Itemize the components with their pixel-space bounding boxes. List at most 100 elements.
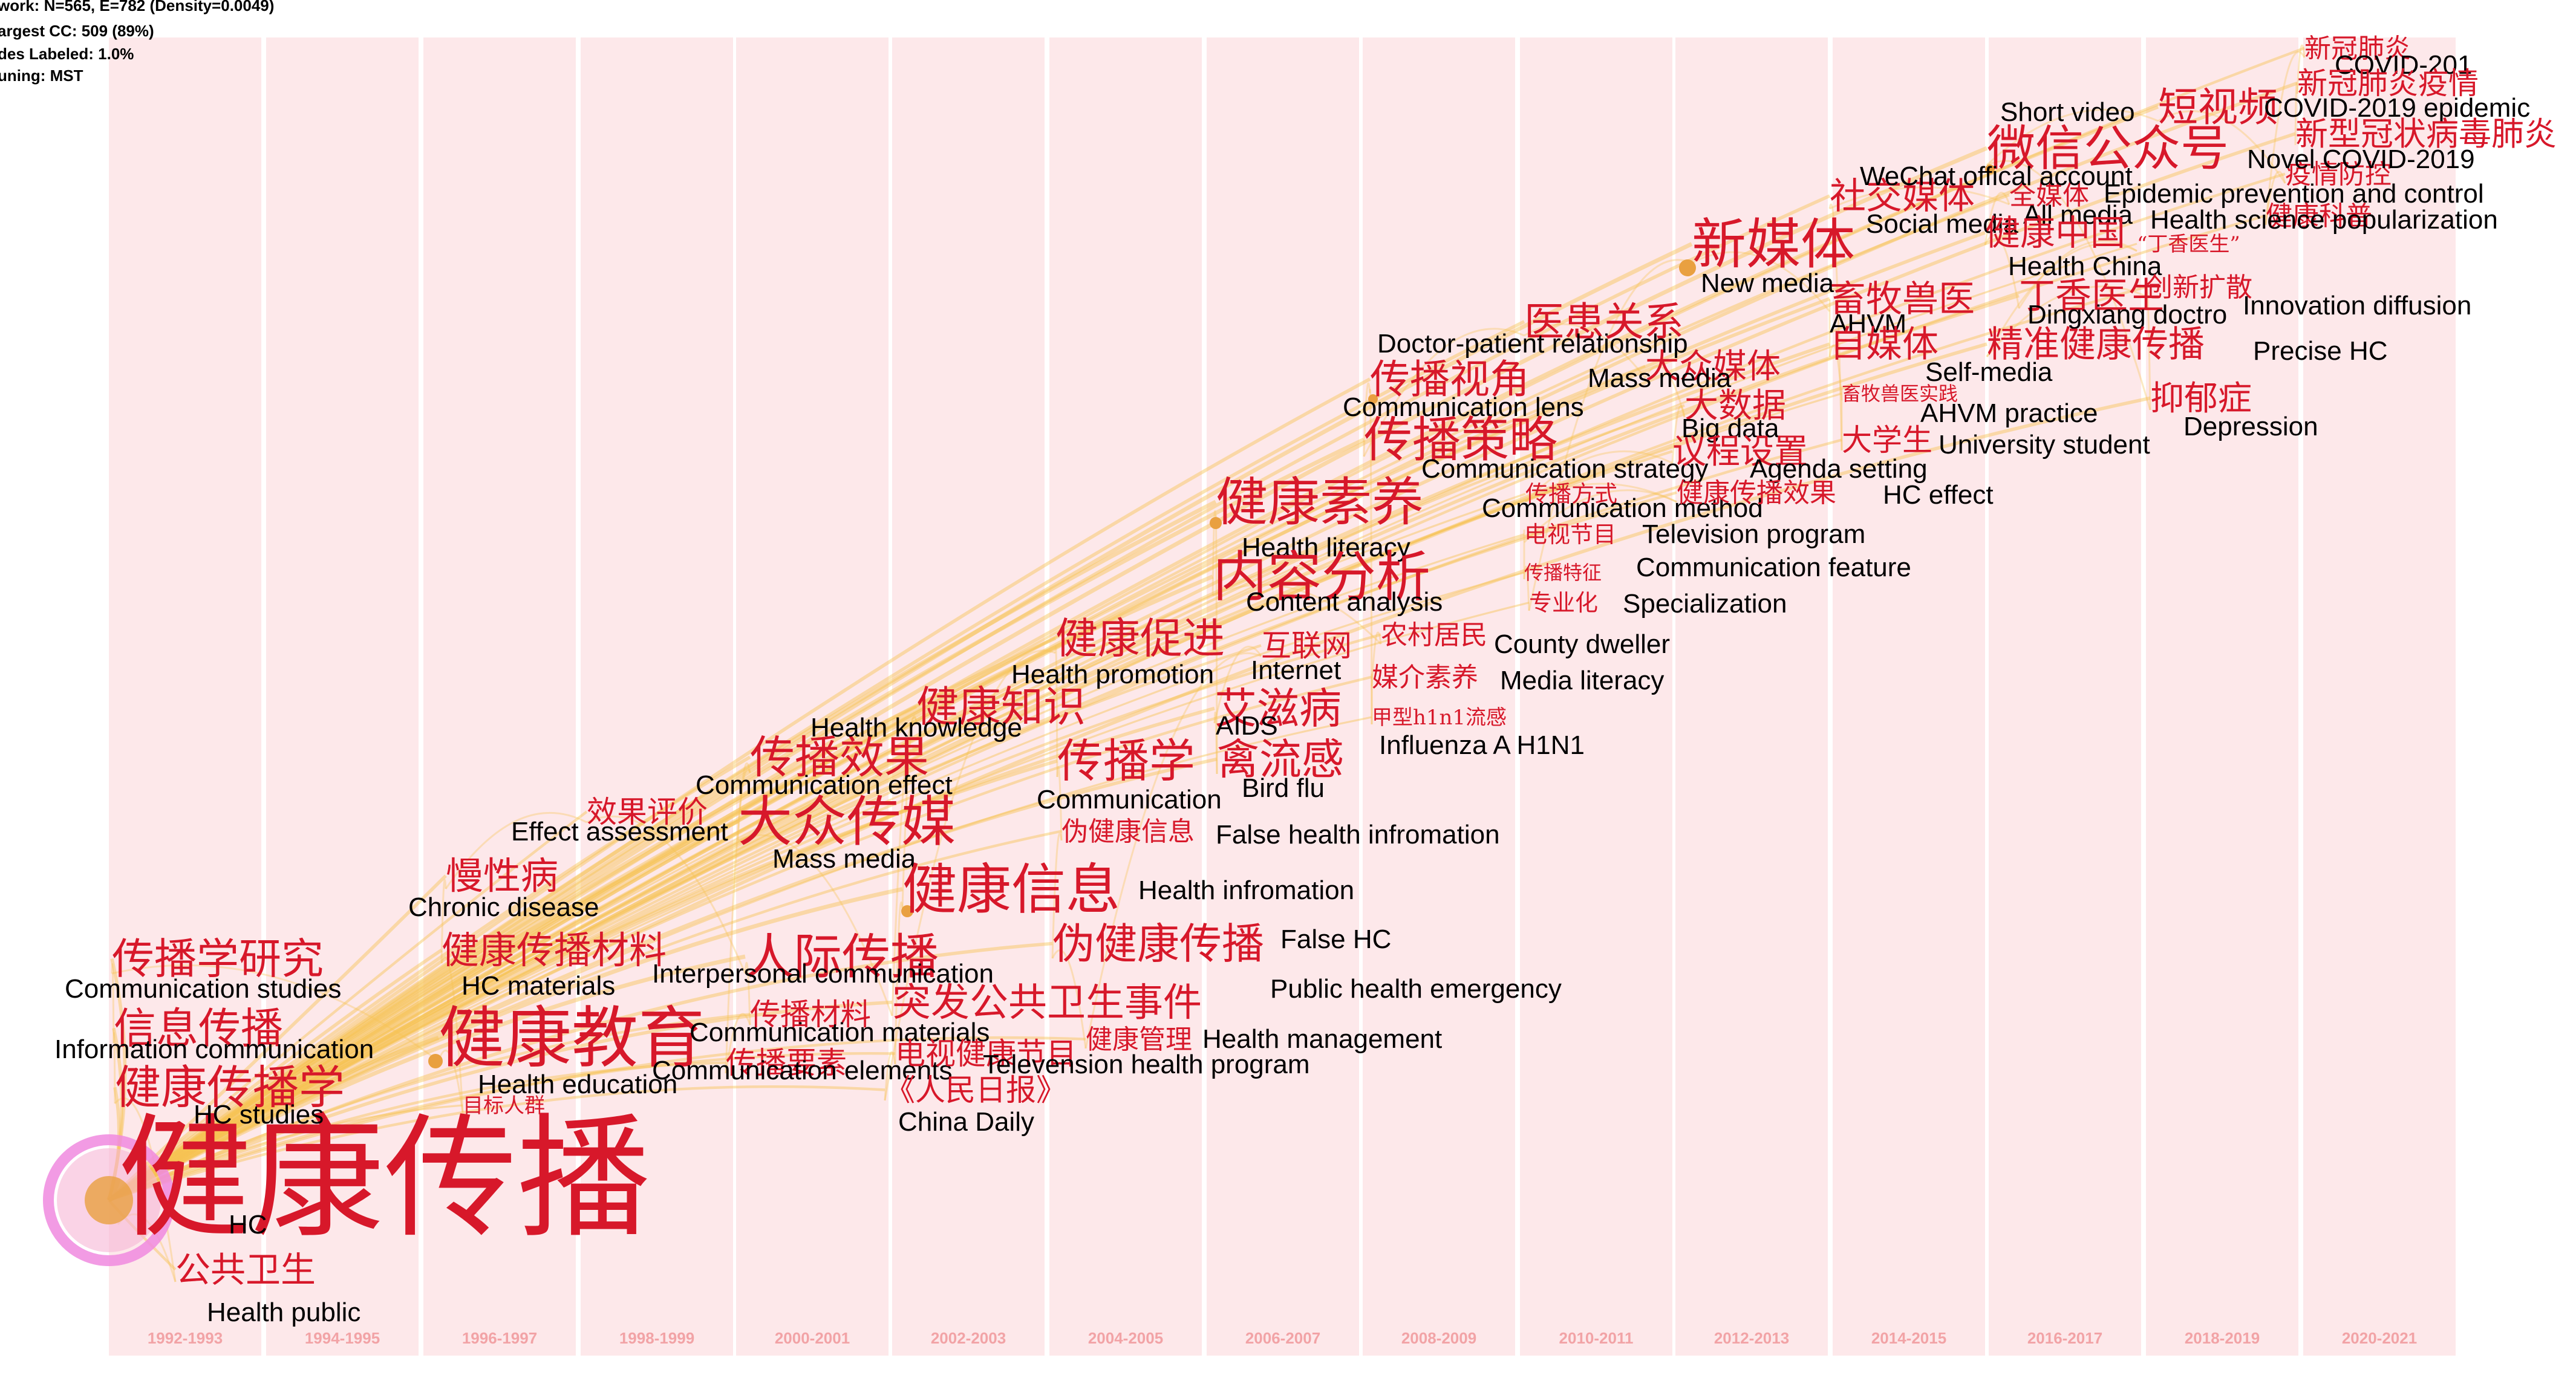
node-dot-2 bbox=[1210, 517, 1222, 529]
chain-link-22 bbox=[1056, 766, 1063, 841]
chain-link-43 bbox=[1523, 565, 1530, 611]
keyword-zh-1: 公共卫生 bbox=[175, 1249, 316, 1290]
link-54 bbox=[108, 342, 1987, 1202]
time-band-1998-1999 bbox=[581, 37, 733, 1356]
keyword-zh-47: 畜牧兽医实践 bbox=[1842, 382, 1958, 405]
chain-link-9 bbox=[445, 811, 587, 889]
time-band-2004-2005 bbox=[1049, 37, 1202, 1356]
keyword-en-29: Content analysis bbox=[1246, 587, 1443, 617]
keyword-en-49: Social media bbox=[1866, 209, 2018, 239]
node-dot-5 bbox=[1985, 164, 1995, 174]
year-label-2000-2001: 2000-2001 bbox=[775, 1329, 850, 1347]
keyword-zh-40: 健康传播效果 bbox=[1677, 478, 1836, 509]
chain-link-17 bbox=[901, 715, 918, 909]
link-59 bbox=[108, 172, 2286, 1201]
time-slice-labels: 1992-1993 1994-1995 1996-1997 1998-1999 2000… bbox=[148, 1329, 2417, 1347]
year-label-1992-1993: 1992-1993 bbox=[148, 1329, 223, 1347]
chain-link-59 bbox=[2157, 110, 2286, 184]
keyword-en-42: Communication feature bbox=[1636, 553, 1911, 582]
keyword-zh-56: 抑郁症 bbox=[2150, 379, 2252, 418]
keyword-en-17: Health infromation bbox=[1138, 876, 1354, 905]
link-21 bbox=[108, 759, 1058, 1202]
keyword-zh-19: 《人民日报》 bbox=[885, 1073, 1066, 1108]
time-band-2010-2011 bbox=[1520, 37, 1672, 1356]
keyword-nodes bbox=[43, 164, 1995, 1266]
chain-link-35 bbox=[1363, 328, 1525, 457]
time-band-2012-2013 bbox=[1675, 37, 1828, 1356]
chain-link-7 bbox=[440, 956, 464, 1113]
keyword-en-10: Interpersonal communication bbox=[652, 959, 994, 989]
chain-link-24 bbox=[1051, 949, 1087, 1049]
keyword-zh-27: 禽流感 bbox=[1217, 735, 1344, 784]
keyword-en-14: Mass media bbox=[772, 844, 916, 874]
year-label-2018-2019: 2018-2019 bbox=[2185, 1329, 2260, 1347]
stat-pruning: uning: MST bbox=[0, 67, 83, 85]
chain-link-58 bbox=[1986, 108, 2159, 166]
time-band-2014-2015 bbox=[1833, 37, 1985, 1356]
keyword-zh-62: 新冠肺炎疫情 bbox=[2297, 66, 2479, 101]
time-band-2008-2009 bbox=[1363, 37, 1515, 1356]
link-56 bbox=[108, 396, 2151, 1202]
keyword-en-19: China Daily bbox=[898, 1107, 1034, 1137]
chain-link-41 bbox=[1523, 489, 1677, 544]
chain-link-33 bbox=[1369, 389, 1373, 725]
link-49 bbox=[108, 194, 1831, 1202]
keyword-zh-46: 自媒体 bbox=[1830, 323, 1939, 366]
chain-link-12 bbox=[725, 1013, 751, 1074]
time-slice-bands bbox=[109, 37, 2456, 1356]
keyword-en-34: Communication strategy bbox=[1421, 454, 1708, 484]
link-28 bbox=[108, 499, 1217, 1202]
link-23 bbox=[108, 941, 1053, 1202]
keyword-zh-5: 健康教育 bbox=[439, 999, 705, 1077]
keyword-en-31: Media literacy bbox=[1500, 666, 1664, 695]
year-label-2020-2021: 2020-2021 bbox=[2342, 1329, 2417, 1347]
link-41 bbox=[108, 533, 1525, 1201]
chain-link-14 bbox=[737, 762, 751, 841]
year-label-1996-1997: 1996-1997 bbox=[462, 1329, 537, 1347]
keyword-en-63: Novel COVID-2019 bbox=[2247, 145, 2475, 174]
chain-link-28 bbox=[1215, 515, 1218, 775]
chain-link-4 bbox=[111, 963, 115, 1044]
keyword-zh-38: 议程设置 bbox=[1672, 432, 1808, 472]
keyword-en-25: Internet bbox=[1251, 655, 1341, 685]
keyword-zh-44: 新媒体 bbox=[1692, 213, 1855, 276]
keyword-en-47: AHVM practice bbox=[1920, 398, 2098, 428]
keyword-zh-12: 传播要素 bbox=[726, 1045, 847, 1080]
keyword-en-15: Public health emergency bbox=[1270, 974, 1562, 1004]
node-dot-0 bbox=[428, 1054, 443, 1068]
chain-link-37 bbox=[1644, 365, 1686, 418]
keyword-zh-34: 传播策略 bbox=[1364, 412, 1557, 468]
year-label-2004-2005: 2004-2005 bbox=[1088, 1329, 1163, 1347]
keyword-zh-35: 医患关系 bbox=[1524, 299, 1684, 345]
keyword-en-38: Agenda setting bbox=[1750, 454, 1928, 484]
chain-link-51 bbox=[1984, 192, 2010, 245]
chain-link-18 bbox=[894, 901, 904, 1065]
link-51 bbox=[108, 231, 1986, 1202]
keyword-en-16: Health knowledge bbox=[810, 713, 1022, 742]
keyword-zh-11: 传播材料 bbox=[750, 997, 871, 1032]
link-29 bbox=[108, 574, 1214, 1202]
chain-link-38 bbox=[1671, 405, 1686, 464]
link-17 bbox=[108, 887, 903, 1202]
keyword-zh-32: 甲型h1n1流感 bbox=[1372, 706, 1507, 730]
keyword-en-52: Dingxiang doctro bbox=[2027, 300, 2227, 330]
keyword-en-9: Effect assessment bbox=[511, 817, 728, 846]
link-20 bbox=[108, 636, 1057, 1202]
keyword-zh-63: 新型冠状病毒肺炎 bbox=[2295, 115, 2557, 153]
link-42 bbox=[108, 571, 1525, 1201]
link-9 bbox=[108, 810, 588, 1201]
keyword-en-36: Mass media bbox=[1588, 363, 1732, 393]
keyword-zh-41: 电视节目 bbox=[1524, 521, 1616, 548]
time-band-2018-2019 bbox=[2146, 37, 2298, 1356]
keyword-zh-4: 传播学研究 bbox=[112, 934, 324, 984]
link-43 bbox=[108, 602, 1530, 1201]
link-10 bbox=[108, 954, 746, 1202]
link-60 bbox=[108, 214, 2266, 1201]
keyword-zh-30: 农村居民 bbox=[1381, 620, 1487, 651]
link-37 bbox=[108, 404, 1685, 1201]
chain-link-26 bbox=[1213, 645, 1262, 724]
chain-link-11 bbox=[744, 961, 751, 1025]
keyword-zh-29: 内容分析 bbox=[1213, 545, 1430, 609]
chain-link-49 bbox=[1828, 203, 1843, 451]
